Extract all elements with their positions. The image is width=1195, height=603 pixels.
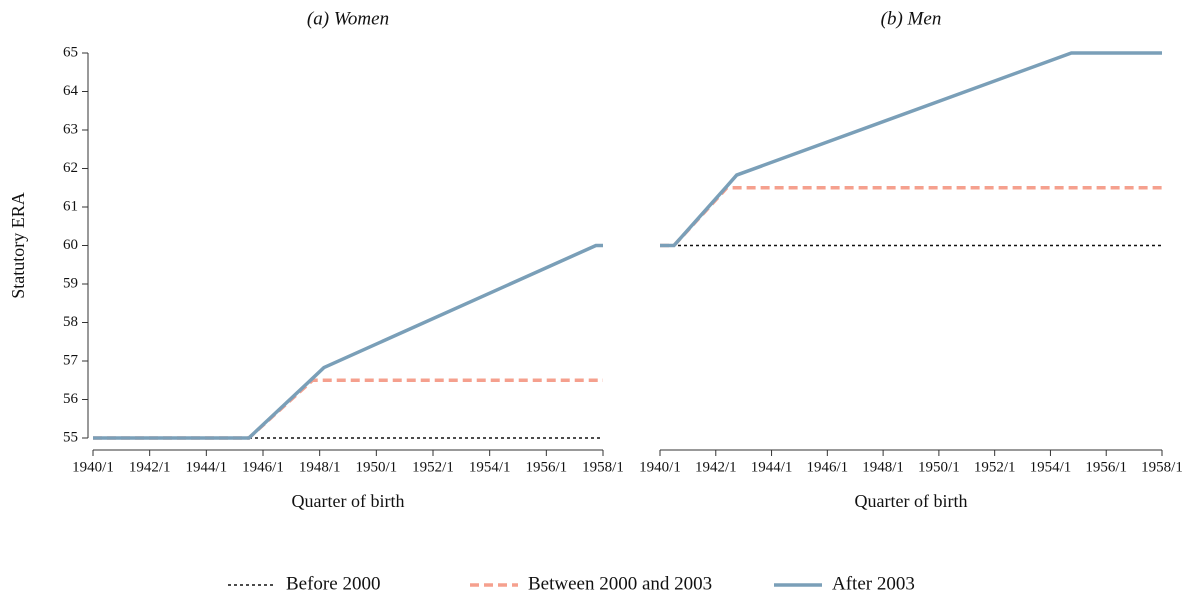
y-tick-label: 56 — [63, 391, 79, 407]
x-tick-label: 1944/1 — [751, 459, 793, 475]
y-tick-label: 64 — [63, 83, 79, 99]
x-tick-label: 1950/1 — [355, 459, 397, 475]
x-tick-label: 1958/1 — [582, 459, 624, 475]
x-tick-label: 1948/1 — [862, 459, 904, 475]
panel-title: (b) Men — [881, 8, 942, 29]
y-axis-label: Statutory ERA — [8, 192, 28, 299]
x-tick-label: 1954/1 — [469, 459, 511, 475]
series-line — [93, 243, 603, 440]
x-tick-label: 1948/1 — [299, 459, 341, 475]
series-line — [660, 51, 1162, 248]
x-tick-label: 1956/1 — [525, 459, 567, 475]
x-tick-label: 1942/1 — [129, 459, 171, 475]
x-tick-label: 1942/1 — [695, 459, 737, 475]
x-tick-label: 1956/1 — [1085, 459, 1127, 475]
y-tick-label: 61 — [63, 198, 78, 214]
x-tick-label: 1946/1 — [242, 459, 284, 475]
legend-label: Between 2000 and 2003 — [528, 573, 712, 594]
y-tick-label: 59 — [63, 275, 78, 291]
legend-label: Before 2000 — [286, 573, 380, 594]
legend-label: After 2003 — [832, 573, 915, 594]
y-tick-label: 62 — [63, 160, 78, 176]
x-tick-label: 1952/1 — [412, 459, 454, 475]
x-tick-label: 1952/1 — [974, 459, 1016, 475]
y-tick-label: 63 — [63, 121, 78, 137]
y-tick-label: 55 — [63, 429, 78, 445]
x-tick-label: 1950/1 — [918, 459, 960, 475]
y-tick-label: 58 — [63, 314, 78, 330]
y-tick-label: 57 — [63, 352, 79, 368]
x-tick-label: 1958/1 — [1141, 459, 1183, 475]
series-line — [93, 378, 603, 440]
y-tick-label: 60 — [63, 237, 78, 253]
x-tick-label: 1944/1 — [185, 459, 227, 475]
x-axis-label: Quarter of birth — [855, 491, 968, 511]
x-tick-label: 1954/1 — [1030, 459, 1072, 475]
x-tick-label: 1940/1 — [639, 459, 681, 475]
x-axis-label: Quarter of birth — [292, 491, 405, 511]
series-line — [660, 186, 1162, 248]
y-tick-label: 65 — [63, 44, 78, 60]
x-tick-label: 1946/1 — [806, 459, 848, 475]
panel-title: (a) Women — [307, 8, 389, 29]
x-tick-label: 1940/1 — [72, 459, 114, 475]
